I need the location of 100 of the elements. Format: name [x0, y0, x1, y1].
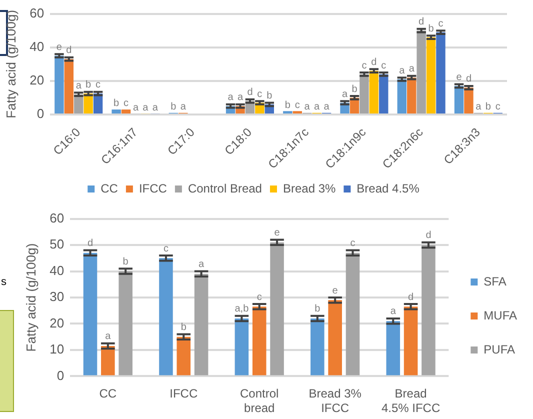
- legend-label: SFA: [484, 274, 506, 288]
- data-label: d: [66, 45, 72, 56]
- bar: [83, 252, 98, 376]
- bar: [436, 32, 446, 114]
- data-label: a: [342, 88, 348, 100]
- data-label: c: [256, 292, 262, 303]
- data-label: b: [485, 102, 492, 113]
- y-tick-label: 50: [50, 236, 64, 252]
- data-label: a: [132, 102, 139, 114]
- bar: [328, 300, 342, 376]
- data-label: c: [163, 243, 168, 254]
- bar: [54, 56, 64, 114]
- legend-label: Control Bread: [188, 181, 262, 196]
- bar: [454, 86, 464, 114]
- bar: [101, 346, 115, 376]
- data-label: d: [466, 74, 472, 85]
- data-label: b: [86, 80, 92, 91]
- legend-label: CC: [100, 181, 118, 196]
- bar: [379, 74, 388, 114]
- bar: [176, 336, 191, 376]
- data-label: b: [428, 23, 434, 34]
- data-label: e: [456, 72, 462, 84]
- bar: [234, 318, 249, 376]
- data-label: d: [408, 292, 414, 303]
- data-label: c: [362, 60, 367, 72]
- x-tick-label: Bread 3% IFCC: [308, 386, 362, 416]
- data-label: c: [438, 18, 444, 30]
- bar: [194, 274, 208, 376]
- bar: [159, 258, 173, 376]
- data-label: a: [228, 92, 234, 104]
- bar: [360, 74, 369, 114]
- bar: [252, 306, 266, 376]
- bar: [404, 306, 418, 376]
- data-label: a: [142, 102, 149, 114]
- data-label: a: [476, 102, 482, 113]
- y-axis-title: Fatty acid (g/100g): [23, 243, 38, 352]
- x-tick-label: Bread 4.5% IFCC: [381, 386, 440, 416]
- data-label: a: [198, 259, 205, 270]
- data-label: d: [87, 238, 94, 250]
- y-axis-title: Fatty acid (g/100g): [3, 10, 18, 118]
- data-label: a: [390, 306, 396, 318]
- data-label: a: [105, 331, 112, 342]
- data-label: b: [266, 90, 273, 102]
- data-label: b: [284, 100, 291, 111]
- data-label: d: [247, 87, 253, 98]
- y-tick-label: 10: [50, 342, 64, 357]
- data-label: a: [152, 102, 158, 114]
- data-label: c: [381, 60, 386, 72]
- legend-label: Bread 4.5%: [356, 181, 420, 196]
- data-label: c: [124, 98, 129, 110]
- data-label: e: [56, 42, 62, 53]
- bar: [270, 242, 284, 376]
- bar: [369, 70, 379, 114]
- data-label: a: [324, 102, 330, 113]
- data-label: b: [180, 322, 187, 333]
- bar: [121, 109, 131, 114]
- data-label: a: [399, 65, 406, 76]
- y-tick-label: 40: [50, 262, 64, 278]
- data-label: a: [180, 102, 186, 113]
- data-label: c: [294, 100, 300, 111]
- bar: [416, 30, 426, 114]
- bar: [118, 271, 132, 376]
- data-label: a: [237, 92, 244, 104]
- y-tick-label: 20: [30, 72, 44, 88]
- bar: [464, 88, 474, 114]
- y-tick-label: 60: [30, 5, 44, 20]
- bar: [112, 109, 121, 114]
- y-tick-label: 60: [50, 210, 64, 226]
- data-label: c: [257, 88, 262, 100]
- bar: [407, 78, 416, 114]
- data-label: c: [350, 238, 356, 250]
- bar: [386, 321, 400, 376]
- data-label: d: [426, 230, 432, 242]
- bar: [310, 318, 324, 376]
- bar: [426, 37, 436, 114]
- bar: [64, 59, 74, 114]
- y-tick-label: 0: [56, 368, 64, 383]
- data-label: a: [76, 80, 82, 92]
- bar: [422, 245, 436, 376]
- data-label: d: [371, 56, 377, 68]
- data-label: b: [170, 102, 177, 113]
- data-label: b: [352, 84, 358, 95]
- legend-label: Bread 3%: [282, 181, 336, 196]
- bar: [397, 79, 407, 114]
- data-label: c: [96, 80, 101, 91]
- x-tick-label: IFCC: [170, 386, 198, 401]
- x-tick-label: Control bread: [240, 386, 279, 416]
- data-label: a: [304, 102, 310, 113]
- legend-label: PUFA: [484, 342, 516, 356]
- legend-label: IFCC: [138, 181, 168, 196]
- data-label: a: [314, 102, 320, 113]
- data-label: b: [114, 98, 120, 110]
- data-label: a,b: [234, 304, 250, 315]
- x-tick-label: CC: [99, 386, 117, 401]
- data-label: e: [332, 285, 338, 296]
- y-tick-label: 40: [30, 38, 44, 54]
- y-tick-label: 30: [50, 289, 64, 304]
- y-tick-label: 0: [36, 106, 44, 122]
- data-label: b: [122, 256, 129, 268]
- legend-label: MUFA: [484, 308, 518, 322]
